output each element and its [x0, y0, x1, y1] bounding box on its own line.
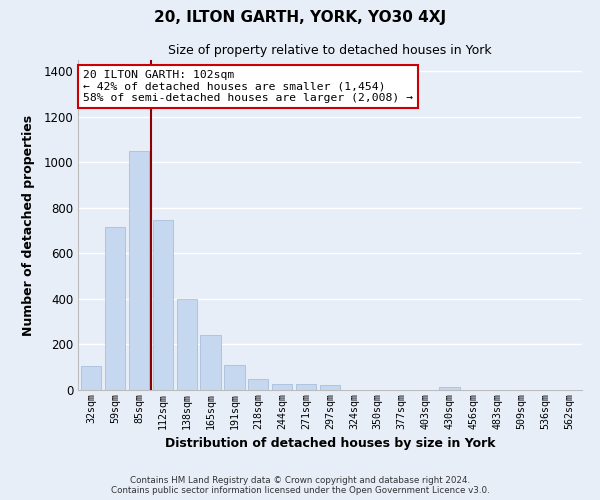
Text: 20, ILTON GARTH, YORK, YO30 4XJ: 20, ILTON GARTH, YORK, YO30 4XJ [154, 10, 446, 25]
Bar [296, 384, 316, 390]
Y-axis label: Number of detached properties: Number of detached properties [22, 114, 35, 336]
Bar [176, 299, 197, 390]
Text: Contains HM Land Registry data © Crown copyright and database right 2024.
Contai: Contains HM Land Registry data © Crown c… [110, 476, 490, 495]
Bar [129, 152, 149, 390]
Bar [320, 385, 340, 390]
Title: Size of property relative to detached houses in York: Size of property relative to detached ho… [168, 44, 492, 58]
Bar [224, 365, 245, 390]
Bar [81, 366, 101, 390]
Bar [439, 387, 460, 390]
Bar [248, 379, 268, 390]
Bar [152, 220, 173, 390]
X-axis label: Distribution of detached houses by size in York: Distribution of detached houses by size … [165, 437, 495, 450]
Bar [105, 227, 125, 390]
Bar [200, 334, 221, 390]
Text: 20 ILTON GARTH: 102sqm
← 42% of detached houses are smaller (1,454)
58% of semi-: 20 ILTON GARTH: 102sqm ← 42% of detached… [83, 70, 413, 103]
Bar [272, 384, 292, 390]
